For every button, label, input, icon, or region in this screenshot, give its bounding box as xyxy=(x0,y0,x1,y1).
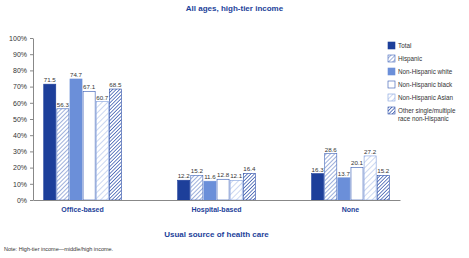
legend-label: Non-Hispanic Asian xyxy=(398,94,453,102)
tick-label: 0% xyxy=(17,197,27,204)
x-tick: Hospital-based xyxy=(191,200,241,214)
note: Note: High-tier income—middle/high incom… xyxy=(4,246,114,252)
y-tick: 80% xyxy=(13,67,33,74)
tick-label: 10% xyxy=(13,181,27,188)
bar xyxy=(338,178,350,200)
bars xyxy=(44,79,390,200)
tick-label: 60% xyxy=(13,100,27,107)
bar xyxy=(351,167,363,200)
tick-label: 40% xyxy=(13,132,27,139)
y-tick: 40% xyxy=(13,132,33,139)
y-tick: 50% xyxy=(13,116,33,123)
y-tick: 100% xyxy=(9,35,33,42)
y-axis: 0% 10% 20% 30% 40% 50% 60% 70% 80% 90% 100% xyxy=(9,35,33,204)
data-label: 28.6 xyxy=(325,146,338,153)
data-label: 12.2 xyxy=(178,172,191,179)
legend-swatch xyxy=(388,68,395,75)
tick-label: 100% xyxy=(9,35,27,42)
tick-label: Hospital-based xyxy=(191,206,241,214)
bar xyxy=(57,109,69,200)
data-label: 74.7 xyxy=(70,71,83,78)
bar xyxy=(70,79,82,200)
legend-swatch xyxy=(388,81,395,88)
legend: Total Hispanic Non-Hispanic white Non-Hispa… xyxy=(388,42,456,123)
x-axis-title: Usual source of health care xyxy=(164,230,269,239)
bar xyxy=(83,91,95,200)
tick-label: 80% xyxy=(13,67,27,74)
legend-swatch xyxy=(388,107,395,114)
data-labels: 71.5 12.2 16.3 56.3 15.2 28.6 74.7 11.6 13.7 67.1… xyxy=(44,71,390,180)
data-label: 16.4 xyxy=(243,165,256,172)
tick-label: 90% xyxy=(13,51,27,58)
bar xyxy=(204,181,216,200)
bar xyxy=(230,180,242,200)
bar xyxy=(312,174,324,200)
bar xyxy=(217,179,229,200)
bar xyxy=(243,173,255,200)
bar xyxy=(109,89,121,200)
bar xyxy=(44,84,56,200)
tick-label: 30% xyxy=(13,148,27,155)
tick-label: Office-based xyxy=(61,206,103,213)
chart-container: All ages, high-tier income 0% 10% 20% 30% 40%… xyxy=(0,0,469,258)
bar xyxy=(364,156,376,200)
data-label: 71.5 xyxy=(44,76,57,83)
bar xyxy=(325,154,337,200)
tick-mark xyxy=(30,54,33,55)
x-axis: Office-based Hospital-based None xyxy=(34,200,401,214)
y-tick: 0% xyxy=(17,197,33,204)
legend-label: Hispanic xyxy=(398,55,422,63)
tick-mark xyxy=(30,168,33,169)
data-label: 60.7 xyxy=(96,94,109,101)
y-tick: 30% xyxy=(13,148,33,155)
legend-swatch xyxy=(388,55,395,62)
data-label: 13.7 xyxy=(338,170,351,177)
tick-mark xyxy=(30,184,33,185)
y-tick: 90% xyxy=(13,51,33,58)
tick-label: None xyxy=(342,206,360,213)
data-label: 67.1 xyxy=(83,83,96,90)
bar xyxy=(96,102,108,200)
tick-mark xyxy=(30,87,33,88)
data-label: 16.3 xyxy=(312,166,325,173)
y-tick: 10% xyxy=(13,181,33,188)
legend-swatch xyxy=(388,94,395,101)
tick-label: 50% xyxy=(13,116,27,123)
data-label: 27.2 xyxy=(364,148,377,155)
legend-label: Non-Hispanic white xyxy=(398,68,453,76)
tick-mark xyxy=(30,70,33,71)
data-label: 56.3 xyxy=(57,101,70,108)
x-tick: None xyxy=(342,200,360,213)
data-label: 11.6 xyxy=(204,173,216,180)
bar xyxy=(178,180,190,200)
tick-mark xyxy=(30,38,33,39)
y-tick: 60% xyxy=(13,100,33,107)
data-label: 15.2 xyxy=(377,167,390,174)
y-tick: 20% xyxy=(13,164,33,171)
y-tick: 70% xyxy=(13,83,33,90)
data-label: 68.5 xyxy=(109,81,122,88)
axis-line xyxy=(33,39,34,201)
bar xyxy=(377,175,389,200)
bar xyxy=(191,175,203,200)
legend-label: Total xyxy=(398,42,411,49)
tick-label: 70% xyxy=(13,83,27,90)
tick-mark xyxy=(30,200,33,201)
data-label: 15.2 xyxy=(191,167,204,174)
tick-label: 20% xyxy=(13,164,27,171)
chart-title: All ages, high-tier income xyxy=(186,4,284,13)
axis-line xyxy=(34,200,401,201)
chart-svg: All ages, high-tier income 0% 10% 20% 30% 40%… xyxy=(0,0,469,258)
tick-mark xyxy=(30,135,33,136)
data-label: 12.8 xyxy=(217,171,230,178)
legend-label: Other single/multiplerace non-Hispanic xyxy=(398,107,456,123)
data-label: 20.1 xyxy=(351,159,364,166)
tick-mark xyxy=(30,151,33,152)
x-tick: Office-based xyxy=(61,200,103,213)
legend-label: Non-Hispanic black xyxy=(398,81,453,89)
tick-mark xyxy=(30,119,33,120)
data-label: 12.1 xyxy=(230,172,243,179)
tick-mark xyxy=(30,103,33,104)
legend-swatch xyxy=(388,42,395,49)
